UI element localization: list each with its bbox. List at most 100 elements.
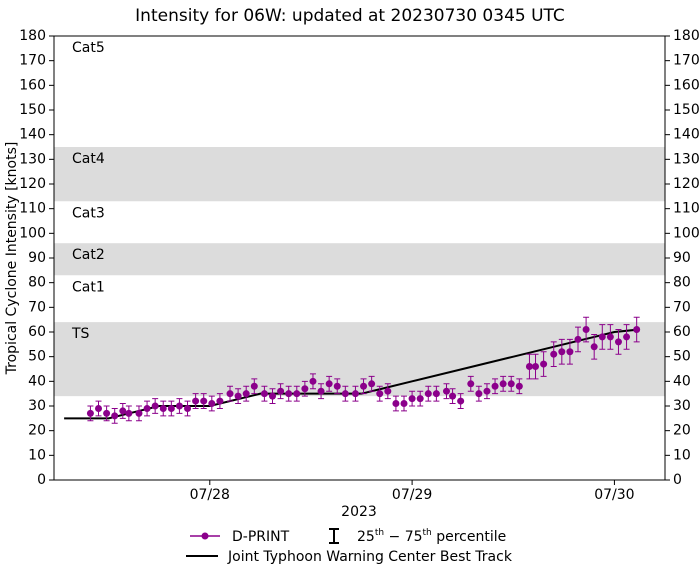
y2-tick-label: 100 (673, 225, 699, 241)
data-point (442, 387, 450, 395)
data-point (285, 390, 293, 398)
data-point (95, 404, 103, 412)
data-point (111, 412, 119, 420)
data-point (614, 338, 622, 346)
data-point (250, 382, 258, 390)
y-tick-label: 60 (28, 324, 46, 340)
data-point (333, 382, 341, 390)
data-point (582, 326, 590, 334)
data-point (192, 397, 200, 405)
data-point (384, 387, 392, 395)
data-point (119, 407, 127, 415)
y-tick-label: 160 (19, 77, 46, 93)
data-point (143, 404, 151, 412)
data-point (216, 397, 224, 405)
data-point (408, 395, 416, 403)
data-point (566, 348, 574, 356)
band-label: Cat1 (72, 279, 105, 295)
y-tick-label: 180 (19, 28, 46, 44)
legend-label-part: 25 (357, 529, 375, 545)
y-tick-label: 150 (19, 102, 46, 118)
y2-tick-label: 20 (673, 423, 691, 439)
legend-label: Joint Typhoon Warning Center Best Track (227, 549, 513, 565)
band-label: Cat5 (72, 40, 105, 56)
x-tick-label: 07/28 (190, 487, 230, 503)
legend-label-part: th (375, 528, 384, 538)
data-point (226, 390, 234, 398)
legend-errorbar (329, 528, 339, 544)
y2-tick-label: 40 (673, 373, 691, 389)
y-tick-label: 10 (28, 447, 46, 463)
data-point (416, 395, 424, 403)
y2-tick-label: 60 (673, 324, 691, 340)
y-tick-label: 100 (19, 225, 46, 241)
y-tick-label: 80 (28, 275, 46, 291)
legend-marker (201, 532, 209, 540)
data-point (606, 333, 614, 341)
data-point (151, 402, 159, 410)
data-point (424, 390, 432, 398)
data-point (590, 343, 598, 351)
y2-tick-label: 170 (673, 53, 699, 69)
y2-tick-label: 150 (673, 102, 699, 118)
data-point (309, 377, 317, 385)
data-point (351, 390, 359, 398)
data-point (574, 335, 582, 343)
legend-label: D-PRINT (232, 529, 290, 545)
data-point (234, 392, 242, 400)
data-point (200, 397, 208, 405)
data-point (475, 390, 483, 398)
y2-tick-label: 50 (673, 349, 691, 365)
data-point (167, 404, 175, 412)
y2-tick-label: 180 (673, 28, 699, 44)
y2-tick-label: 70 (673, 299, 691, 315)
data-point (325, 380, 333, 388)
data-point (360, 382, 368, 390)
data-point (491, 382, 499, 390)
data-point (260, 390, 268, 398)
y2-tick-label: 140 (673, 127, 699, 143)
y-tick-label: 20 (28, 423, 46, 439)
x-axis-label: 2023 (341, 504, 377, 520)
data-point (623, 333, 631, 341)
y2-tick-label: 160 (673, 77, 699, 93)
y-tick-label: 90 (28, 250, 46, 266)
data-point (432, 390, 440, 398)
y2-tick-label: 10 (673, 447, 691, 463)
data-point (103, 409, 111, 417)
data-point (532, 363, 540, 371)
data-point (483, 387, 491, 395)
y-tick-label: 130 (19, 151, 46, 167)
data-point (507, 380, 515, 388)
y-tick-label: 30 (28, 398, 46, 414)
category-band (54, 147, 665, 202)
y-tick-label: 170 (19, 53, 46, 69)
data-point (392, 400, 400, 408)
y2-tick-label: 80 (673, 275, 691, 291)
y2-tick-label: 120 (673, 176, 699, 192)
data-point (558, 348, 566, 356)
data-point (159, 404, 167, 412)
y-tick-label: 120 (19, 176, 46, 192)
data-point (368, 380, 376, 388)
data-point (86, 409, 94, 417)
legend-label: 25th − 75th percentile (357, 528, 506, 546)
data-point (208, 400, 216, 408)
y-tick-label: 110 (19, 201, 46, 217)
data-point (277, 387, 285, 395)
y-tick-label: 50 (28, 349, 46, 365)
data-point (499, 380, 507, 388)
y2-tick-label: 110 (673, 201, 699, 217)
category-band (54, 322, 665, 397)
band-label: Cat3 (72, 205, 105, 221)
x-tick-label: 07/30 (594, 487, 634, 503)
category-band (54, 243, 665, 276)
data-point (317, 387, 325, 395)
legend-label-part: percentile (432, 529, 506, 545)
data-point (467, 380, 475, 388)
data-point (175, 402, 183, 410)
data-point (242, 390, 250, 398)
data-point (301, 385, 309, 393)
y2-tick-label: 90 (673, 250, 691, 266)
